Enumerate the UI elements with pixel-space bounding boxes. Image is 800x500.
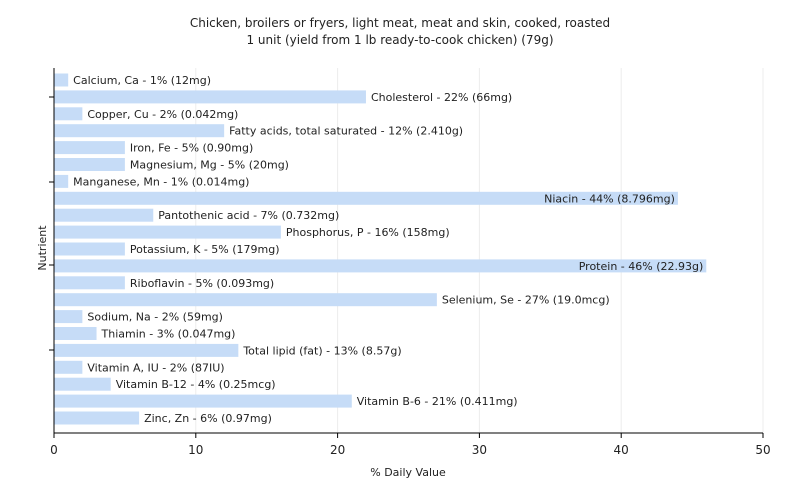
bar-label: Potassium, K - 5% (179mg) xyxy=(130,243,280,256)
bar xyxy=(54,411,140,425)
bar xyxy=(54,208,154,222)
bar-label: Vitamin A, IU - 2% (87IU) xyxy=(87,361,224,374)
bar-label: Copper, Cu - 2% (0.042mg) xyxy=(87,108,238,121)
bar xyxy=(54,377,111,391)
x-ticks: 0 10 20 30 40 50 xyxy=(50,433,771,457)
bar-label: Phosphorus, P - 16% (158mg) xyxy=(286,226,450,239)
bar-label: Pantothenic acid - 7% (0.732mg) xyxy=(158,209,339,222)
bar xyxy=(54,158,125,171)
bar xyxy=(54,293,437,307)
bar-label: Fatty acids, total saturated - 12% (2.41… xyxy=(229,125,463,138)
bar-label: Total lipid (fat) - 13% (8.57g) xyxy=(242,344,401,357)
bar-label: Selenium, Se - 27% (19.0mcg) xyxy=(442,294,610,307)
x-tick-label: 20 xyxy=(330,443,345,457)
x-tick-label: 40 xyxy=(614,443,629,457)
bar-label: Protein - 46% (22.93g) xyxy=(579,260,704,273)
bar xyxy=(54,90,366,104)
bar-label: Sodium, Na - 2% (59mg) xyxy=(87,311,223,324)
x-tick-label: 0 xyxy=(50,443,58,457)
bar xyxy=(54,310,83,324)
x-axis-label: % Daily Value xyxy=(370,466,446,479)
bar-label: Zinc, Zn - 6% (0.97mg) xyxy=(144,412,272,425)
bar xyxy=(54,107,83,121)
bar xyxy=(54,242,125,256)
bar xyxy=(54,327,97,340)
bar xyxy=(54,394,352,408)
bar-label: Calcium, Ca - 1% (12mg) xyxy=(73,74,211,87)
bar xyxy=(54,124,225,138)
bar-label: Niacin - 44% (8.796mg) xyxy=(544,192,675,205)
chart-subtitle: 1 unit (yield from 1 lb ready-to-cook ch… xyxy=(246,33,553,47)
bar xyxy=(54,141,125,155)
bar-label: Magnesium, Mg - 5% (20mg) xyxy=(130,159,289,172)
bar-label: Cholesterol - 22% (66mg) xyxy=(371,91,512,104)
bar-label: Riboflavin - 5% (0.093mg) xyxy=(130,277,274,290)
bar xyxy=(54,191,678,205)
bar-label: Manganese, Mn - 1% (0.014mg) xyxy=(73,175,249,188)
y-axis-label: Nutrient xyxy=(36,225,49,271)
bar xyxy=(54,174,69,188)
bar xyxy=(54,343,239,357)
x-tick-label: 10 xyxy=(188,443,203,457)
bar xyxy=(54,276,125,290)
chart-title: Chicken, broilers or fryers, light meat,… xyxy=(190,16,610,30)
bar xyxy=(54,259,707,273)
bar-label: Thiamin - 3% (0.047mg) xyxy=(101,328,236,341)
x-tick-label: 30 xyxy=(472,443,487,457)
bar xyxy=(54,360,83,374)
bar xyxy=(54,225,281,239)
x-tick-label: 50 xyxy=(755,443,770,457)
bar-label: Vitamin B-12 - 4% (0.25mcg) xyxy=(116,378,276,391)
bar-label: Iron, Fe - 5% (0.90mg) xyxy=(130,142,253,155)
bar-label: Vitamin B-6 - 21% (0.411mg) xyxy=(357,395,518,408)
bar xyxy=(54,73,69,87)
axes xyxy=(49,68,763,434)
bars: Calcium, Ca - 1% (12mg) Cholesterol - 22%… xyxy=(54,73,707,425)
